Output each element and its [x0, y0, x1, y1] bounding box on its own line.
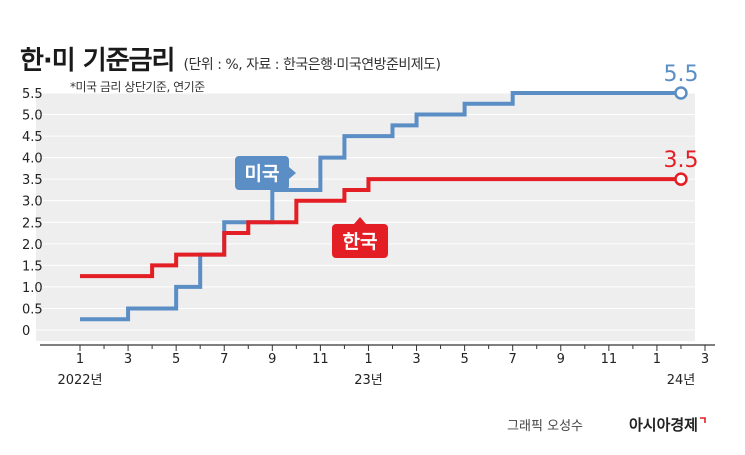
y-tick-label: 1.5	[22, 259, 43, 274]
x-tick-label: 7	[220, 352, 228, 367]
x-tick-label: 7	[509, 352, 517, 367]
y-tick-label: 3.0	[22, 195, 43, 210]
x-tick-label: 3	[412, 352, 420, 367]
y-tick-label: 2.0	[22, 238, 43, 253]
y-tick-label: 0.5	[22, 302, 43, 317]
y-tick-label: 0	[22, 324, 30, 339]
x-tick-label: 9	[557, 352, 565, 367]
series-tag-pointer-us	[289, 167, 296, 179]
x-year-label: 2022년	[57, 373, 102, 388]
brand-mark-icon	[700, 417, 706, 423]
x-tick-label: 11	[601, 352, 618, 367]
x-tick-label: 1	[653, 352, 661, 367]
series-end-label-us: 5.5	[663, 62, 698, 87]
y-tick-label: 5.5	[22, 87, 43, 102]
y-tick-label: 3.5	[22, 173, 43, 188]
series-end-marker-us	[674, 86, 688, 100]
chart-title: 한·미 기준금리	[20, 46, 175, 76]
series-line-korea	[80, 177, 681, 279]
credit-author: 그래픽 오성수	[507, 419, 583, 434]
x-tick-label: 11	[312, 352, 329, 367]
y-tick-label: 5.0	[22, 109, 43, 124]
y-tick-label: 4.0	[22, 152, 43, 167]
series-tag-box-us	[235, 156, 289, 190]
series-line-us	[80, 91, 681, 322]
series-tag-label-us: 미국	[245, 163, 280, 185]
y-tick-label: 4.5	[22, 130, 43, 145]
x-tick-label: 5	[460, 352, 468, 367]
y-tick-label: 1.0	[22, 281, 43, 296]
series-tag-pointer-korea	[354, 217, 366, 224]
x-tick-label: 1	[364, 352, 372, 367]
series-end-label-korea: 3.5	[663, 148, 698, 173]
series-end-marker-korea	[674, 172, 688, 186]
series-tag-box-korea	[332, 224, 388, 258]
x-year-label: 24년	[667, 373, 696, 388]
chart-subtitle: (단위 : %, 자료 : 한국은행·미국연방준비제도)	[183, 57, 441, 73]
x-tick-label: 1	[76, 352, 84, 367]
chart-header: 한·미 기준금리 (단위 : %, 자료 : 한국은행·미국연방준비제도)	[20, 40, 441, 77]
x-tick-label: 3	[701, 352, 709, 367]
x-tick-label: 5	[172, 352, 180, 367]
credit-brand: 아시아경제	[629, 416, 698, 434]
y-tick-label: 2.5	[22, 216, 43, 231]
x-tick-label: 3	[124, 352, 132, 367]
x-year-label: 23년	[354, 373, 383, 388]
x-tick-label: 9	[268, 352, 276, 367]
series-tag-label-korea: 한국	[343, 231, 378, 253]
chart-note: *미국 금리 상단기준, 연기준	[70, 80, 205, 94]
plot-area	[36, 93, 695, 341]
